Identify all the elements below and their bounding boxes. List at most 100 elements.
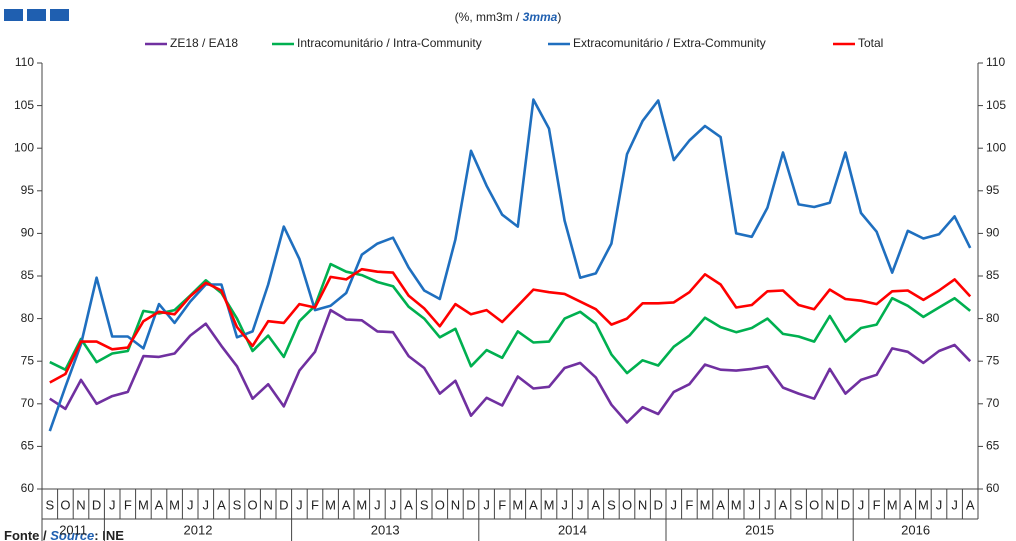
source-part: Fonte /	[4, 528, 50, 541]
x-tick-label: J	[577, 497, 584, 512]
x-tick-label: A	[966, 497, 975, 512]
source-part: : INE	[94, 528, 124, 541]
legend-label: ZE18 / EA18	[170, 36, 238, 50]
x-tick-label: J	[203, 497, 210, 512]
series-line	[49, 267, 972, 384]
x-tick-label: N	[638, 497, 647, 512]
logo	[4, 9, 69, 21]
source-part: Source	[50, 528, 94, 541]
x-tick-label: O	[248, 497, 258, 512]
x-tick-label: M	[544, 497, 555, 512]
x-tick-label: M	[169, 497, 180, 512]
subtitle-part: (%, mm3m /	[455, 10, 523, 24]
year-label: 2012	[184, 522, 213, 537]
y2-tick-label: 90	[986, 226, 1000, 240]
x-tick-label: A	[155, 497, 164, 512]
x-tick-label: D	[92, 497, 101, 512]
y2-tick-label: 60	[986, 481, 1000, 495]
x-tick-label: F	[311, 497, 319, 512]
legend-label: Total	[858, 36, 883, 50]
x-tick-label: A	[591, 497, 600, 512]
y-tick-label: 80	[21, 311, 35, 325]
y-tick-label: 75	[21, 353, 35, 367]
x-tick-label: N	[451, 497, 460, 512]
legend-label: Intracomunitário / Intra-Community	[297, 36, 482, 50]
x-tick-label: M	[512, 497, 523, 512]
x-tick-label: J	[749, 497, 756, 512]
y2-tick-label: 65	[986, 439, 1000, 453]
subtitle-part: 3mma	[523, 10, 558, 24]
logo-block	[4, 9, 23, 21]
x-tick-label: A	[342, 497, 351, 512]
logo-block	[50, 9, 69, 21]
series-line	[49, 262, 972, 375]
x-tick-label: A	[529, 497, 538, 512]
chart-subtitle: (%, mm3m / 3mma)	[455, 10, 562, 24]
y2-tick-label: 105	[986, 98, 1006, 112]
x-tick-label: J	[951, 497, 958, 512]
y2-tick-label: 95	[986, 183, 1000, 197]
y2-tick-label: 85	[986, 268, 1000, 282]
y-tick-label: 100	[14, 140, 34, 154]
x-tick-label: M	[325, 497, 336, 512]
series-line	[48, 98, 972, 432]
x-tick-label: D	[466, 497, 475, 512]
y2-tick-label: 80	[986, 311, 1000, 325]
x-tick-label: N	[76, 497, 85, 512]
x-tick-label: N	[825, 497, 834, 512]
y-tick-label: 110	[15, 55, 34, 69]
x-tick-label: A	[779, 497, 788, 512]
y-tick-label: 65	[21, 439, 35, 453]
y2-tick-label: 70	[986, 396, 1000, 410]
x-tick-label: M	[700, 497, 711, 512]
x-tick-label: J	[483, 497, 490, 512]
subtitle-part: )	[557, 10, 561, 24]
x-tick-label: J	[936, 497, 943, 512]
x-tick-label: J	[187, 497, 194, 512]
x-tick-label: F	[124, 497, 132, 512]
x-tick-label: A	[716, 497, 725, 512]
y-tick-label: 85	[21, 268, 35, 282]
x-tick-label: A	[903, 497, 912, 512]
x-tick-label: S	[233, 497, 242, 512]
x-tick-label: O	[809, 497, 819, 512]
x-tick-label: M	[138, 497, 149, 512]
x-tick-label: J	[374, 497, 381, 512]
year-label: 2014	[558, 522, 587, 537]
y2-tick-label: 75	[986, 353, 1000, 367]
x-tick-label: D	[279, 497, 288, 512]
y-tick-label: 70	[21, 396, 35, 410]
x-tick-label: J	[764, 497, 771, 512]
x-tick-label: O	[622, 497, 632, 512]
year-label: 2011	[59, 522, 87, 537]
x-tick-label: N	[264, 497, 273, 512]
x-tick-label: A	[217, 497, 226, 512]
x-tick-label: M	[918, 497, 929, 512]
series-line	[49, 308, 972, 424]
x-tick-label: J	[858, 497, 865, 512]
x-tick-label: J	[561, 497, 568, 512]
x-tick-label: M	[356, 497, 367, 512]
x-tick-label: S	[794, 497, 803, 512]
year-label: 2016	[901, 522, 930, 537]
x-tick-label: J	[109, 497, 116, 512]
x-tick-label: J	[296, 497, 303, 512]
y-tick-label: 90	[21, 226, 35, 240]
y2-tick-label: 110	[986, 55, 1005, 69]
y2-tick-label: 100	[986, 140, 1006, 154]
source: Fonte / Source: INE	[4, 528, 124, 541]
y-tick-label: 95	[21, 183, 35, 197]
x-tick-label: O	[60, 497, 70, 512]
x-tick-label: O	[435, 497, 445, 512]
x-tick-label: M	[887, 497, 898, 512]
x-tick-label: S	[45, 497, 54, 512]
x-tick-label: S	[607, 497, 616, 512]
x-tick-label: D	[654, 497, 663, 512]
logo-block	[27, 9, 46, 21]
x-tick-label: A	[404, 497, 413, 512]
x-tick-label: F	[498, 497, 506, 512]
x-tick-label: M	[731, 497, 742, 512]
year-label: 2013	[371, 522, 400, 537]
x-tick-label: J	[671, 497, 678, 512]
